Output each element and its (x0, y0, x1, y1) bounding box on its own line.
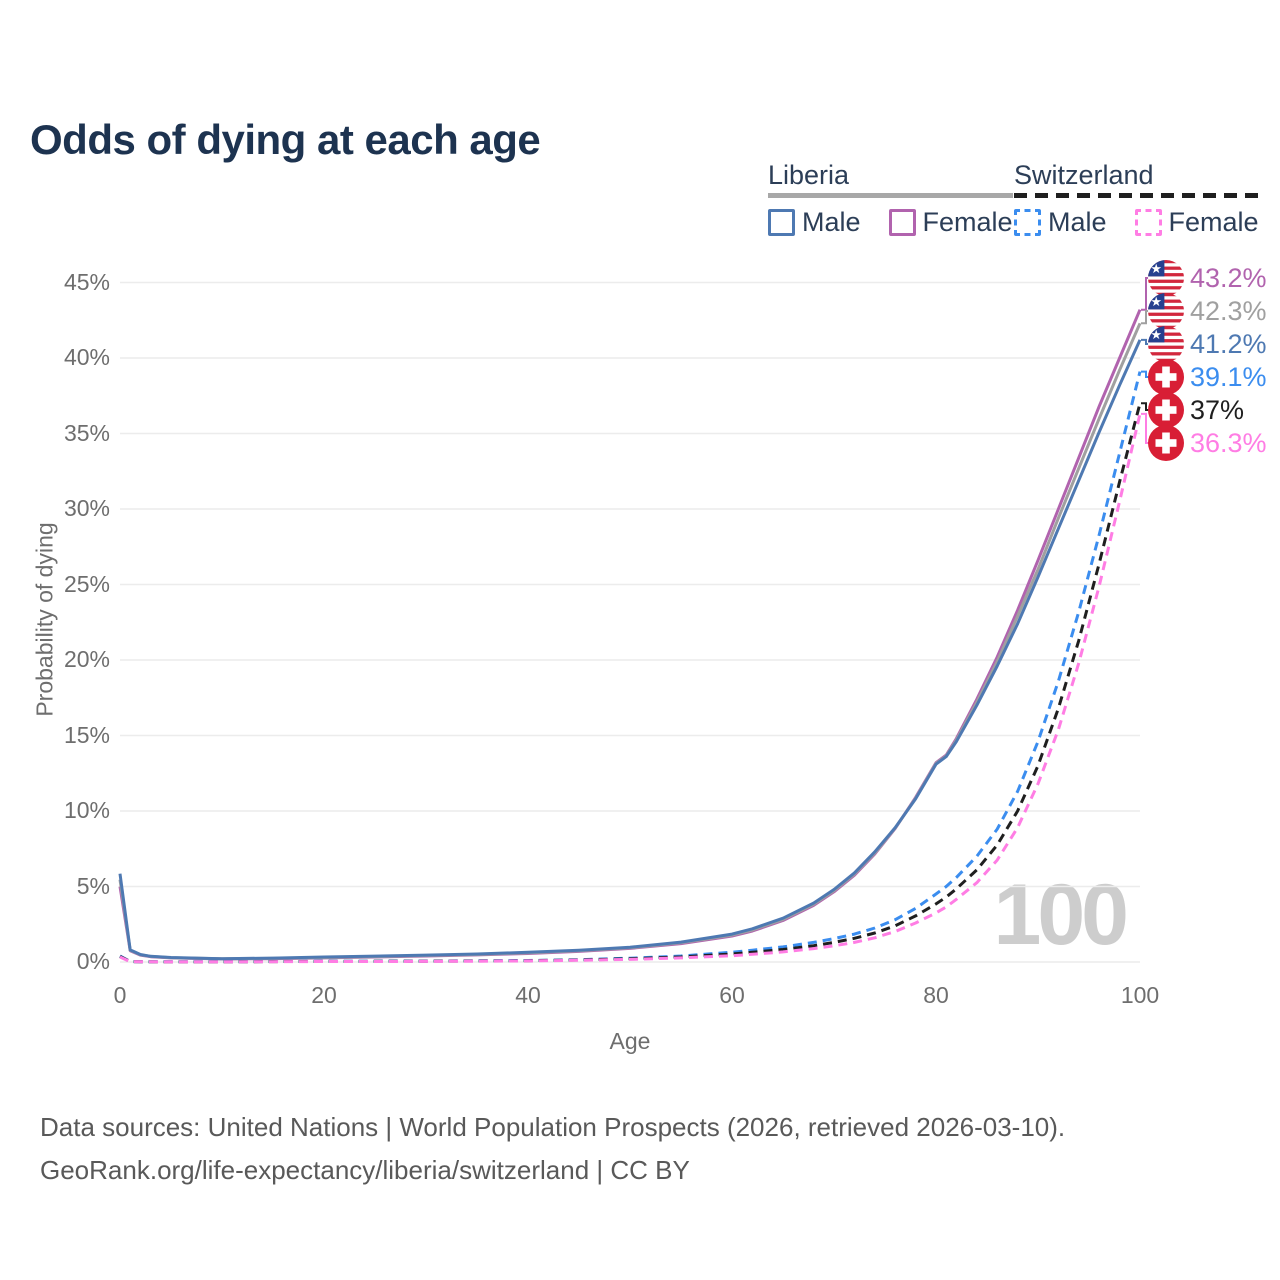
legend-title-switzerland: Switzerland (1014, 160, 1154, 190)
legend-item-liberia-female[interactable]: Female (888, 207, 1013, 238)
checkbox-switzerland-female[interactable] (1134, 209, 1162, 236)
legend-group-switzerland: Switzerland Male Female (1014, 160, 1259, 238)
end-label-liberia-male: ★ 41.2% (1148, 326, 1267, 362)
end-label-liberia-female: ★ 43.2% (1148, 260, 1267, 296)
liberia-flag-icon: ★ (1148, 326, 1184, 362)
age-watermark: 100 (993, 867, 1129, 963)
switzerland-flag-icon (1148, 392, 1184, 428)
y-tick-label: 10% (63, 797, 110, 823)
footer-credits: Data sources: United Nations | World Pop… (40, 1106, 1065, 1192)
y-tick-label: 0% (76, 948, 110, 974)
data-source-line: Data sources: United Nations | World Pop… (40, 1112, 1066, 1142)
legend-label-liberia-female: Female (922, 207, 1013, 237)
y-tick-label: 40% (63, 344, 110, 370)
legend-label-switzerland-male: Male (1048, 207, 1107, 237)
legend-title-liberia: Liberia (768, 160, 850, 190)
end-value-switzerland-female: 36.3% (1190, 427, 1267, 458)
y-tick-label: 25% (63, 570, 110, 597)
x-tick-label: 20 (311, 982, 337, 1008)
checkbox-liberia-female[interactable] (888, 209, 916, 236)
line-switzerland-male (119, 371, 1142, 964)
liberia-flag-icon: ★ (1148, 260, 1184, 296)
legend-item-switzerland-male[interactable]: Male (1014, 207, 1107, 238)
legend-label-switzerland-female: Female (1168, 207, 1259, 237)
end-value-liberia-female: 43.2% (1190, 262, 1267, 293)
page-title: Odds of dying at each age (30, 116, 541, 164)
y-tick-label: 35% (63, 419, 110, 446)
end-label-switzerland-male: 39.1% (1148, 359, 1267, 395)
y-tick-label: 5% (76, 872, 110, 899)
attribution-line: GeoRank.org/life-expectancy/liberia/swit… (40, 1155, 690, 1185)
switzerland-flag-icon (1148, 359, 1184, 395)
checkbox-liberia-male[interactable] (768, 209, 795, 236)
line-liberia-total (118, 322, 1142, 961)
end-label-liberia-total: ★ 42.3% (1148, 293, 1267, 329)
switzerland-flag-icon (1148, 425, 1184, 461)
legend-group-liberia: Liberia Male Female (768, 160, 1013, 238)
y-tick-label: 30% (63, 495, 110, 521)
x-tick-label: 100 (1120, 982, 1160, 1008)
x-tick-label: 40 (515, 982, 541, 1008)
line-liberia-female (118, 309, 1142, 961)
svg-text:★: ★ (1150, 262, 1162, 277)
line-liberia-male (118, 339, 1142, 961)
checkbox-switzerland-male[interactable] (1014, 209, 1041, 236)
liberia-flag-icon: ★ (1148, 293, 1184, 329)
x-tick-label: 60 (719, 982, 745, 1008)
end-label-switzerland-total: 37% (1148, 392, 1244, 428)
x-tick-label: 80 (923, 982, 949, 1008)
y-tick-label: 15% (63, 721, 110, 748)
svg-text:★: ★ (1150, 328, 1162, 343)
x-tick-label: 0 (113, 982, 127, 1008)
line-switzerland-female (119, 413, 1142, 964)
end-value-switzerland-total: 37% (1190, 394, 1245, 425)
end-label-switzerland-female: 36.3% (1148, 425, 1267, 461)
legend-item-liberia-male[interactable]: Male (768, 207, 861, 238)
legend-label-liberia-male: Male (802, 207, 861, 237)
liberia-line-style-swatch (768, 193, 1013, 198)
end-value-liberia-total: 42.3% (1190, 295, 1267, 326)
y-tick-label: 20% (63, 646, 110, 672)
y-tick-label: 45% (63, 268, 110, 295)
y-axis-title: Probability of dying (31, 522, 58, 717)
end-value-switzerland-male: 39.1% (1190, 361, 1267, 392)
svg-text:★: ★ (1150, 295, 1162, 310)
switzerland-line-style-swatch (1014, 193, 1259, 198)
end-value-liberia-male: 41.2% (1190, 328, 1267, 359)
legend-item-switzerland-female[interactable]: Female (1134, 207, 1259, 238)
x-axis-title: Age (609, 1028, 651, 1054)
line-switzerland-total (119, 402, 1142, 964)
